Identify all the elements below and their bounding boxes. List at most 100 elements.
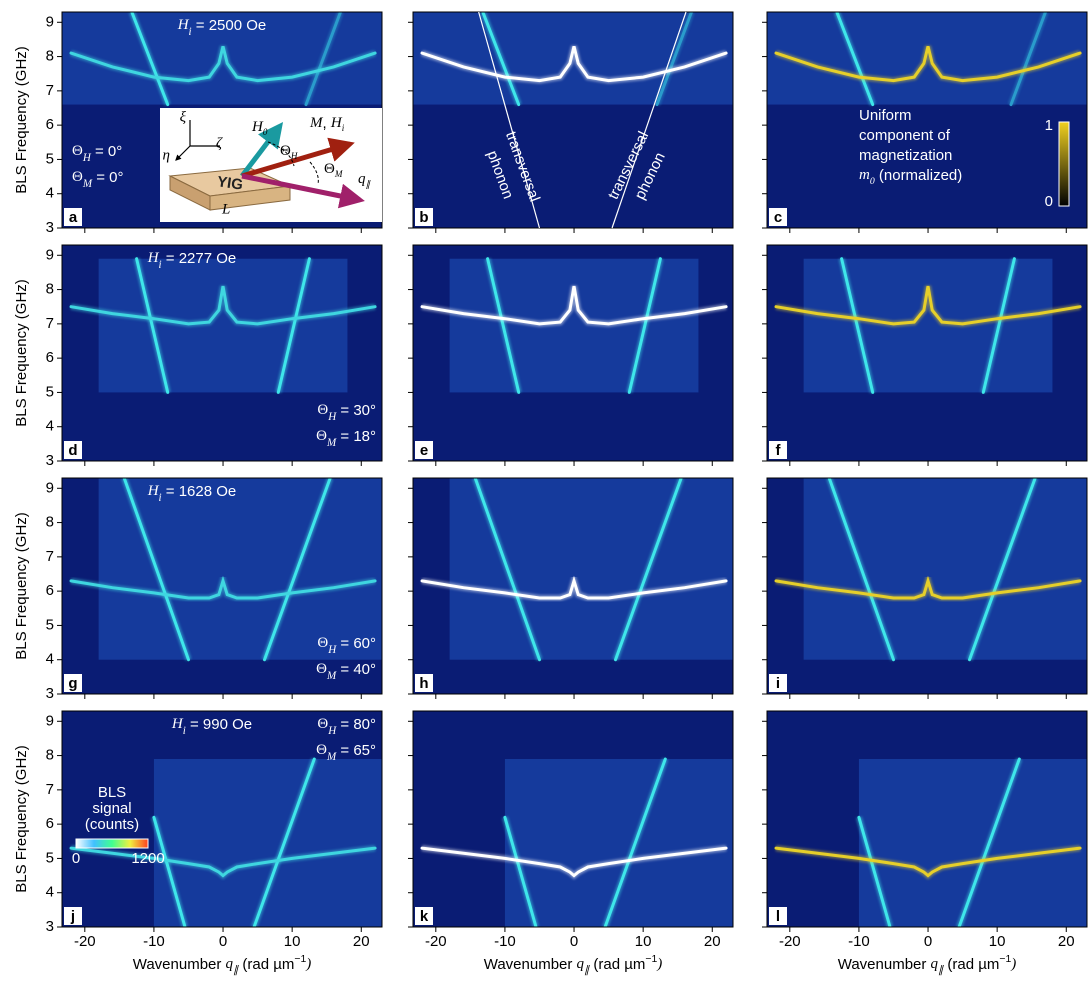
plot-area <box>767 478 1087 694</box>
text-part: = 0° <box>91 143 122 160</box>
text-part: M <box>334 169 343 179</box>
colorbar-tick: 0 <box>72 850 80 867</box>
y-tick-label: 6 <box>46 116 54 133</box>
panel: -20-1001020lWavenumber q∥ (rad µm−1) <box>762 711 1087 976</box>
y-axis-label: BLS Frequency (GHz) <box>13 46 30 194</box>
scan-region <box>450 478 733 660</box>
x-tick-label: 0 <box>570 933 578 950</box>
x-axis-label: Wavenumber q∥ (rad µm−1) <box>133 954 312 976</box>
text-part: Θ <box>72 169 83 185</box>
y-axis-label: BLS Frequency (GHz) <box>13 279 30 427</box>
colorbar <box>76 839 148 848</box>
x-tick-label: -10 <box>848 933 870 950</box>
y-tick-label: 8 <box>46 48 54 65</box>
x-tick-label: 10 <box>284 933 301 950</box>
colorbar-tick: 0 <box>1045 193 1053 210</box>
panel: e <box>408 245 733 466</box>
y-tick-label: 5 <box>46 849 54 866</box>
panel-letter: b <box>419 209 428 226</box>
panel-letter: i <box>776 675 780 692</box>
panel-letter: h <box>419 675 428 692</box>
y-axis-label: BLS Frequency (GHz) <box>13 745 30 893</box>
inset-axis-label: ζ <box>216 135 223 151</box>
text-part: Θ <box>72 143 83 159</box>
panel: 3456789-20-1001020jBLS Frequency (GHz)Wa… <box>13 711 382 976</box>
text-part: = 1628 Oe <box>162 483 237 500</box>
text-part: −1 <box>645 954 657 965</box>
scan-region <box>804 259 1053 393</box>
inset-thickness: L <box>221 201 230 217</box>
panel-letter: k <box>420 908 429 925</box>
text-part: (rad µm <box>238 956 294 973</box>
y-tick-label: 7 <box>46 315 54 332</box>
y-tick-label: 9 <box>46 479 54 496</box>
text-part: Θ <box>280 143 291 159</box>
y-tick-label: 8 <box>46 747 54 764</box>
text-part: (normalized) <box>875 167 963 184</box>
colorbar-title: signal <box>92 800 131 817</box>
x-tick-label: -20 <box>425 933 447 950</box>
scan-region <box>450 259 699 393</box>
y-tick-label: 5 <box>46 383 54 400</box>
text-part: ) <box>656 956 662 972</box>
plot-area <box>767 12 1087 228</box>
colorbar-title: (counts) <box>85 816 139 833</box>
x-tick-label: -10 <box>494 933 516 950</box>
text-part: −1 <box>999 954 1011 965</box>
panel-letter: a <box>69 209 78 226</box>
y-tick-label: 3 <box>46 918 54 935</box>
text-part: = 80° <box>336 716 376 733</box>
text-part: Θ <box>316 428 327 444</box>
y-tick-label: 6 <box>46 815 54 832</box>
y-tick-label: 8 <box>46 514 54 531</box>
colorbar-quantity: m0 (normalized) <box>859 167 962 187</box>
panel: 3456789gBLS Frequency (GHz)Hi = 1628 OeΘ… <box>13 478 382 702</box>
panel: 3456789dBLS Frequency (GHz)Hi = 2277 OeΘ… <box>13 245 382 469</box>
plot-area <box>413 12 733 228</box>
text-part: Wavenumber <box>838 956 931 973</box>
text-part: ) <box>1010 956 1016 972</box>
x-tick-label: 10 <box>989 933 1006 950</box>
y-tick-label: 6 <box>46 349 54 366</box>
y-tick-label: 7 <box>46 781 54 798</box>
text-part: Θ <box>317 402 328 418</box>
y-tick-label: 5 <box>46 150 54 167</box>
text-part: ) <box>305 956 311 972</box>
text-part: (rad µm <box>943 956 999 973</box>
text-part: Wavenumber <box>484 956 577 973</box>
y-tick-label: 3 <box>46 219 54 236</box>
text-part: = 2277 Oe <box>162 250 237 267</box>
text-part: Θ <box>317 716 328 732</box>
y-tick-label: 3 <box>46 685 54 702</box>
inset-axis-label: ξ <box>180 109 187 125</box>
panel: f <box>762 245 1087 466</box>
plot-area <box>767 245 1087 461</box>
x-tick-label: -10 <box>143 933 165 950</box>
colorbar-title: magnetization <box>859 147 952 164</box>
text-part: Θ <box>324 161 335 177</box>
text-part: = 30° <box>336 402 376 419</box>
x-tick-label: -20 <box>74 933 96 950</box>
y-tick-label: 5 <box>46 616 54 633</box>
scan-region <box>99 259 348 393</box>
text-part: −1 <box>294 954 306 965</box>
text-part: (rad µm <box>589 956 645 973</box>
y-tick-label: 4 <box>46 884 54 901</box>
colorbar-title: Uniform <box>859 107 912 124</box>
y-tick-label: 8 <box>46 281 54 298</box>
text-part: = 65° <box>336 742 376 759</box>
x-tick-label: 0 <box>924 933 932 950</box>
y-tick-label: 7 <box>46 82 54 99</box>
colorbar-tick: 1200 <box>131 850 164 867</box>
x-tick-label: -20 <box>779 933 801 950</box>
plot-area <box>413 478 733 694</box>
x-tick-label: 20 <box>1058 933 1075 950</box>
plot-area <box>62 245 382 461</box>
x-tick-label: 10 <box>635 933 652 950</box>
y-tick-label: 9 <box>46 712 54 729</box>
panel-letter: j <box>70 908 75 925</box>
y-tick-label: 9 <box>46 13 54 30</box>
y-tick-label: 4 <box>46 651 54 668</box>
scan-region <box>505 759 733 927</box>
